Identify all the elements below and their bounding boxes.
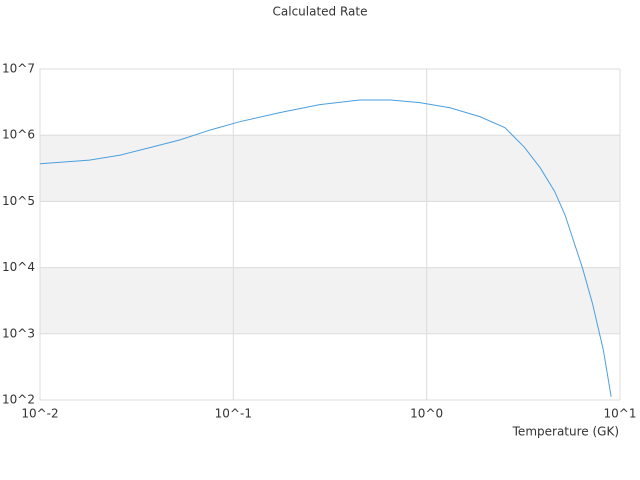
x-tick-label: 10^0: [410, 407, 443, 421]
y-tick-label: 10^5: [2, 194, 35, 208]
x-tick-label: 10^-2: [21, 407, 58, 421]
y-tick-label: 10^6: [2, 128, 35, 142]
y-tick-label: 10^2: [2, 393, 35, 407]
band: [40, 267, 620, 334]
band: [40, 135, 620, 202]
y-tick-label: 10^7: [2, 62, 35, 76]
series-line: [39, 99, 612, 397]
x-tick-label: 10^1: [604, 407, 637, 421]
x-tick-label: 10^-1: [215, 407, 252, 421]
y-tick-label: 10^3: [2, 326, 35, 340]
x-axis-label: Temperature (GK): [512, 425, 619, 439]
chart-title: Calculated Rate: [273, 5, 368, 19]
y-tick-label: 10^4: [2, 260, 35, 274]
